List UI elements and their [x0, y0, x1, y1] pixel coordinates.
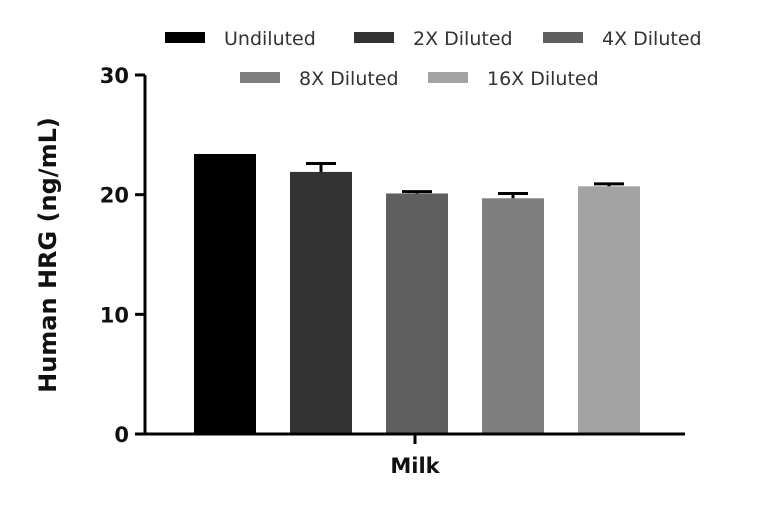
bar-4x-diluted	[386, 193, 448, 434]
bars	[194, 153, 640, 435]
y-tick-label: 30	[100, 64, 129, 88]
y-axis-title: Human HRG (ng/mL)	[34, 117, 62, 393]
legend-swatch	[543, 32, 583, 43]
legend-swatch	[165, 32, 205, 43]
legend-item: Undiluted	[165, 28, 316, 50]
legend-item: 2X Diluted	[354, 28, 513, 50]
legend-swatch	[354, 32, 394, 43]
y-tick-label: 20	[100, 184, 129, 208]
legend-swatch	[240, 72, 280, 83]
legend-item: 4X Diluted	[543, 28, 702, 50]
bar-undiluted	[194, 153, 256, 435]
x-category-label: Milk	[390, 454, 440, 478]
bar-8x-diluted	[482, 198, 544, 434]
legend-swatch	[428, 72, 468, 83]
legend-label: 2X Diluted	[413, 28, 513, 50]
legend-item: 8X Diluted	[240, 68, 399, 90]
legend-item: 16X Diluted	[428, 68, 599, 90]
y-tick-label: 10	[100, 303, 129, 327]
axes: 0 10 20 30 Milk	[100, 64, 685, 478]
legend-label: 8X Diluted	[299, 68, 399, 90]
bar-2x-diluted	[290, 171, 352, 434]
y-tick-label: 0	[114, 423, 129, 447]
legend: Undiluted 2X Diluted 4X Diluted 8X Diluted 1…	[165, 28, 702, 90]
bar-16x-diluted	[578, 186, 640, 434]
legend-label: 4X Diluted	[602, 28, 702, 50]
legend-label: Undiluted	[224, 28, 316, 50]
legend-label: 16X Diluted	[487, 68, 599, 90]
